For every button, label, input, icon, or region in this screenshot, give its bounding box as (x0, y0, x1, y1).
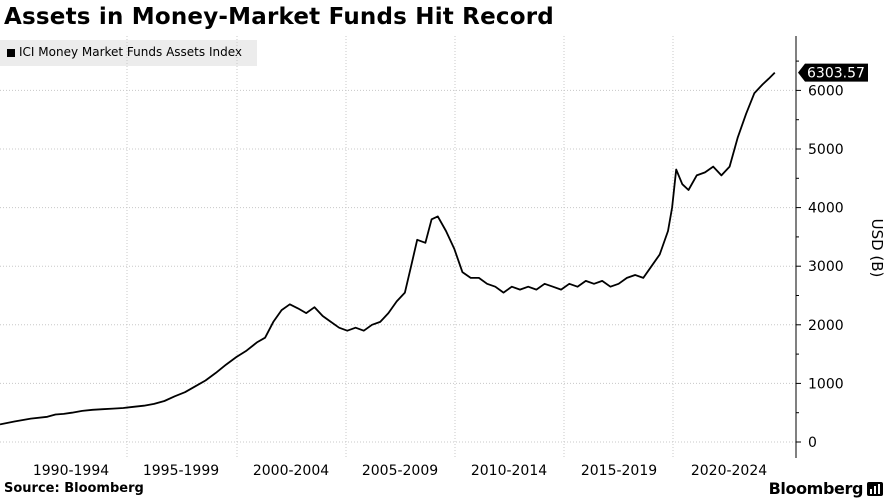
legend-swatch (7, 49, 15, 57)
x-tick-label: 2005-2009 (362, 463, 438, 479)
y-axis-title: USD (B) (868, 219, 886, 278)
x-tick-label: 2020-2024 (691, 463, 767, 479)
chart-title: Assets in Money-Market Funds Hit Record (4, 4, 554, 30)
x-tick-label: 2000-2004 (253, 463, 329, 479)
grid-layer (0, 36, 796, 458)
last-value-label: 6303.57 (807, 66, 865, 82)
x-tick-label: 1990-1994 (33, 463, 109, 479)
y-tick-label: 0 (808, 435, 817, 451)
x-tick-label: 2015-2019 (581, 463, 657, 479)
brand-logo: Bloomberg (768, 479, 864, 498)
axis-layer (795, 36, 801, 458)
y-tick-label: 3000 (808, 259, 844, 275)
y-tick-label: 6000 (808, 83, 844, 99)
y-tick-label: 5000 (808, 142, 844, 158)
y-tick-label: 4000 (808, 201, 844, 217)
y-tick-label: 1000 (808, 376, 844, 392)
label-layer: 0 1000 2000 3000 4000 5000 6000 USD (B) 1990-199… (33, 63, 886, 479)
bloomberg-chart-icon (867, 482, 883, 496)
x-tick-label: 1995-1999 (143, 463, 219, 479)
series-layer (0, 71, 776, 426)
source-note: Source: Bloomberg (4, 481, 144, 496)
last-value-tag (798, 63, 868, 82)
legend: ICI Money Market Funds Assets Index (0, 40, 257, 66)
x-tick-label: 2010-2014 (471, 463, 547, 479)
y-tick-label: 2000 (808, 318, 844, 334)
series-line (0, 71, 776, 426)
legend-label: ICI Money Market Funds Assets Index (19, 45, 242, 59)
